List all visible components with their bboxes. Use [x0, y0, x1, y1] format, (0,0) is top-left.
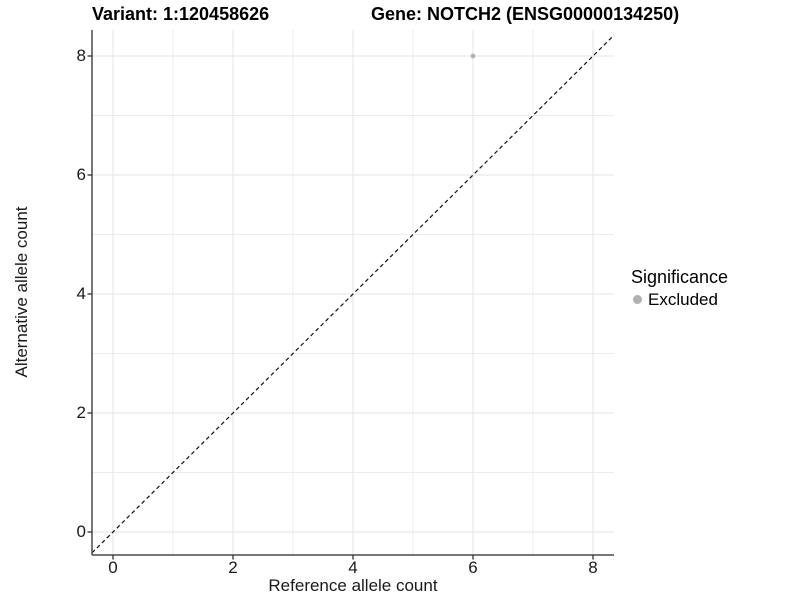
x-tick-label: 6 [468, 558, 478, 577]
identity-dashed-line [91, 34, 615, 554]
y-tick-label: 4 [76, 284, 86, 303]
legend-point-icon [633, 295, 642, 304]
y-tick-label: 2 [76, 403, 86, 422]
x-tick-label: 0 [108, 558, 118, 577]
y-tick-label: 6 [76, 165, 86, 184]
legend-entry-label: Excluded [648, 290, 718, 309]
legend: Significance Excluded [631, 266, 728, 309]
y-tick-label: 8 [76, 46, 86, 65]
x-tick-label: 2 [228, 558, 238, 577]
data-point [470, 53, 476, 59]
legend-entry-excluded: Excluded [631, 290, 728, 309]
y-tick-label: 0 [76, 522, 86, 541]
x-tick-label: 4 [348, 558, 358, 577]
plot-title-gene: Gene: NOTCH2 (ENSG00000134250) [371, 4, 680, 24]
y-axis-title: Alternative allele count [12, 206, 31, 378]
x-axis-title: Reference allele count [268, 576, 438, 595]
legend-title: Significance [631, 267, 729, 287]
plot-title-variant: Variant: 1:120458626 [92, 4, 270, 24]
x-tick-label: 8 [588, 558, 598, 577]
